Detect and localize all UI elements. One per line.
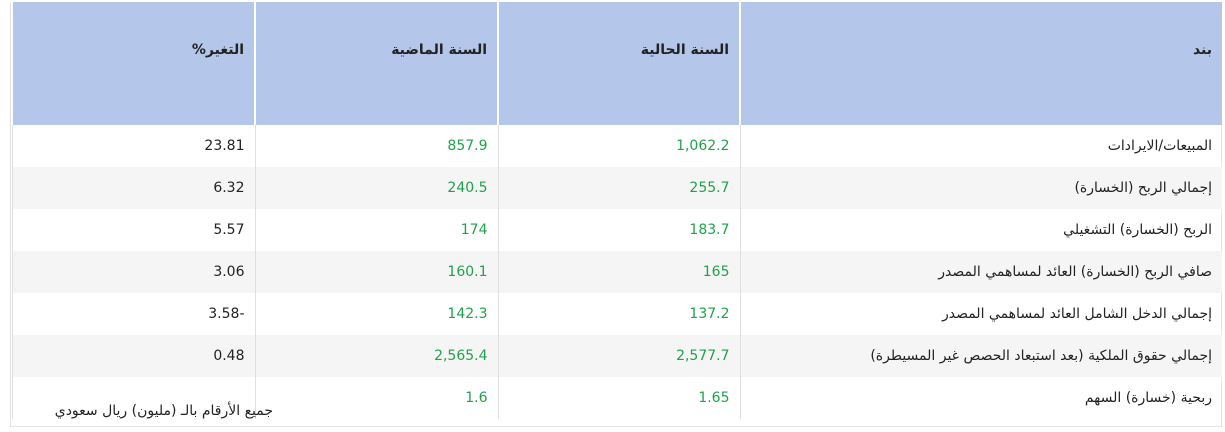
table-row: الربح (الخسارة) التشغيلي 183.7 174 5.57 [11, 209, 1222, 251]
financial-table: بند السنة الحالية السنة الماضية التغير% الم… [11, 2, 1222, 419]
row-label: المبيعات/الايرادات [739, 125, 1222, 167]
table-row: صافي الربح (الخسارة) العائد لمساهمي المص… [11, 251, 1222, 293]
row-label: إجمالي حقوق الملكية (بعد استبعاد الحصص غ… [739, 335, 1222, 377]
value-cell: 2,565.4 [254, 335, 498, 377]
row-label: الربح (الخسارة) التشغيلي [739, 209, 1222, 251]
row-label: إجمالي الدخل الشامل العائد لمساهمي المصد… [739, 293, 1222, 335]
table-row: إجمالي الدخل الشامل العائد لمساهمي المصد… [11, 293, 1222, 335]
table-row: المبيعات/الايرادات 1,062.2 857.9 23.81 [11, 125, 1222, 167]
value-cell: 165 [497, 251, 740, 293]
value-cell: 240.5 [254, 167, 498, 209]
table-body: المبيعات/الايرادات 1,062.2 857.9 23.81 إجمال… [11, 125, 1222, 419]
header-cell: التغير% [11, 2, 255, 125]
value-cell: 3.06 [11, 251, 255, 293]
header-cell: السنة الماضية [254, 2, 498, 125]
table-header: بند السنة الحالية السنة الماضية التغير% [11, 2, 1222, 125]
value-cell: 2,577.7 [497, 335, 740, 377]
table-row: إجمالي الربح (الخسارة) 255.7 240.5 6.32 [11, 167, 1222, 209]
value-cell: 857.9 [254, 125, 498, 167]
value-cell: 255.7 [497, 167, 740, 209]
value-cell: 6.32 [11, 167, 255, 209]
header-cell: بند [739, 2, 1222, 125]
value-cell: 1,062.2 [497, 125, 740, 167]
table-row: ربحية (خسارة) السهم 1.65 1.6 [11, 377, 1222, 419]
header-row: بند السنة الحالية السنة الماضية التغير% [11, 2, 1222, 125]
value-cell: 174 [254, 209, 498, 251]
value-cell: 160.1 [254, 251, 498, 293]
value-cell: 1.65 [497, 377, 740, 419]
value-cell [11, 377, 255, 419]
value-cell: 183.7 [497, 209, 740, 251]
footnote: جميع الأرقام بالـ (مليون) ريال سعودي [54, 403, 273, 419]
value-cell: 137.2 [497, 293, 740, 335]
value-cell: 142.3 [254, 293, 498, 335]
table-row: إجمالي حقوق الملكية (بعد استبعاد الحصص غ… [11, 335, 1222, 377]
row-label: صافي الربح (الخسارة) العائد لمساهمي المص… [739, 251, 1222, 293]
value-cell: 23.81 [11, 125, 255, 167]
value-cell: 0.48 [11, 335, 255, 377]
value-cell: 5.57 [11, 209, 255, 251]
table-container: بند السنة الحالية السنة الماضية التغير% الم… [10, 2, 1222, 427]
header-cell: السنة الحالية [497, 2, 740, 125]
row-label: ربحية (خسارة) السهم [739, 377, 1222, 419]
value-cell: -3.58 [11, 293, 255, 335]
row-label: إجمالي الربح (الخسارة) [739, 167, 1222, 209]
value-cell: 1.6 [254, 377, 498, 419]
